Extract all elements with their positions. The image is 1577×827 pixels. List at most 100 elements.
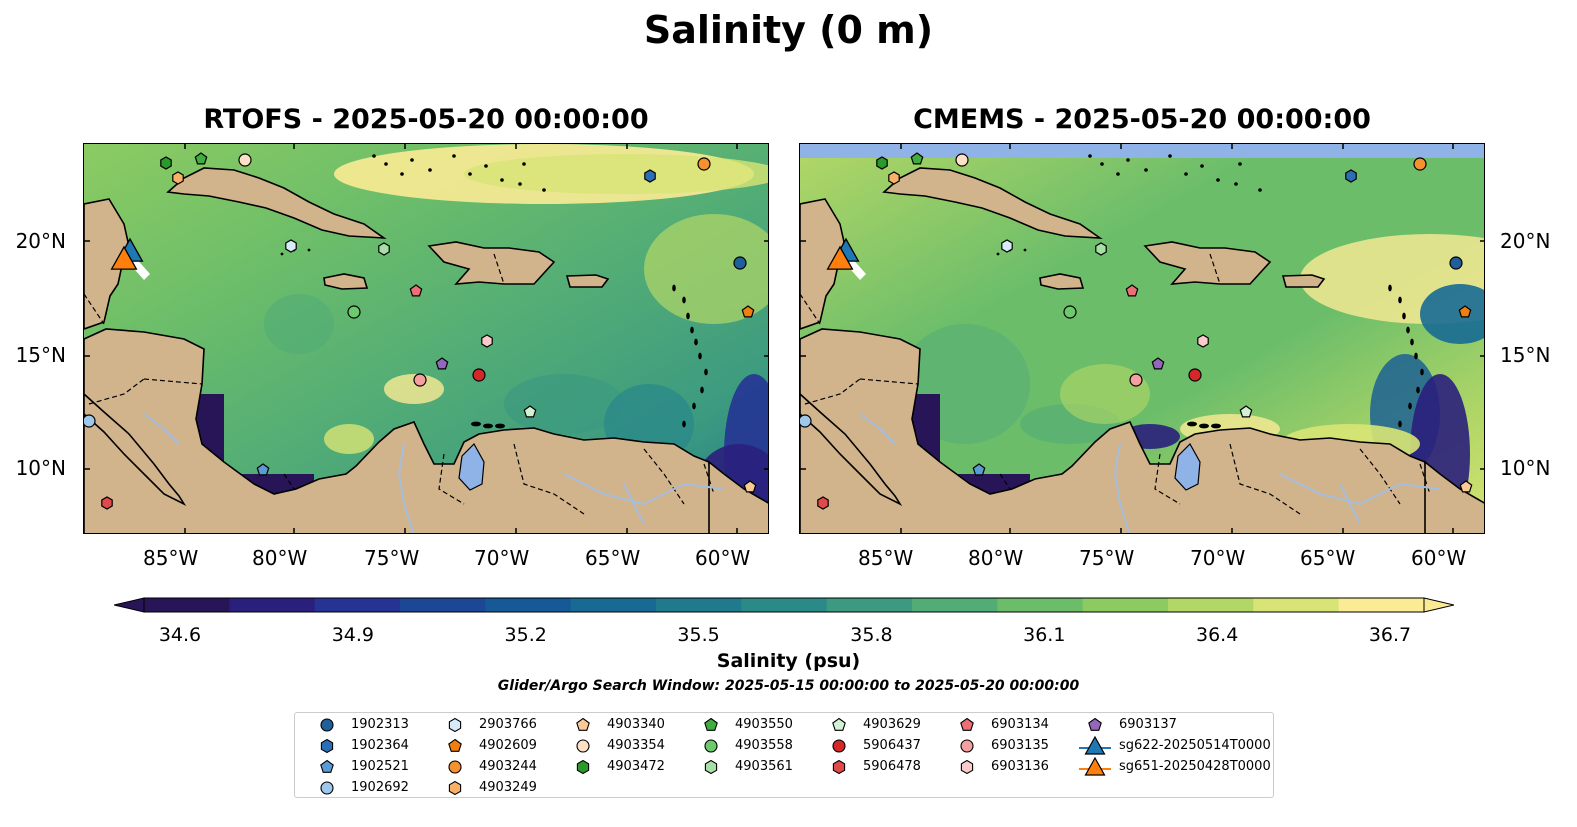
lat-label-left-20: 20°N	[15, 229, 66, 253]
legend-marker-icon	[704, 739, 718, 753]
legend-marker-icon	[448, 780, 462, 796]
float-4903249-marker[interactable]	[172, 171, 184, 185]
lon-label-left-85: 85°W	[143, 546, 199, 570]
float-4903244-marker[interactable]	[697, 157, 711, 171]
float-5906437-marker[interactable]	[472, 368, 486, 382]
colorbar-label: Salinity (psu)	[716, 650, 861, 672]
lon-label-right-80: 80°W	[968, 546, 1024, 570]
legend-marker-icon	[1079, 757, 1111, 776]
legend-marker-icon	[832, 739, 846, 753]
lon-label-left-65: 65°W	[585, 546, 641, 570]
float-1902521-marker[interactable]	[256, 463, 270, 476]
figure-title: Salinity (0 m)	[643, 8, 934, 52]
legend-label: 4903550	[735, 717, 793, 732]
legend-marker-icon	[960, 739, 974, 753]
float-4903629-marker[interactable]	[523, 405, 537, 418]
legend-label: 1902313	[351, 717, 409, 732]
float-5906437-marker[interactable]	[1188, 368, 1202, 382]
glider-sg651-marker[interactable]	[110, 245, 138, 270]
float-6903134-marker[interactable]	[1125, 284, 1139, 297]
lon-label-right-70: 70°W	[1190, 546, 1246, 570]
legend-label: 4903629	[863, 717, 921, 732]
legend-label: sg622-20250514T0000	[1119, 738, 1271, 753]
float-4903340-marker[interactable]	[1459, 480, 1473, 493]
float-6903136-marker[interactable]	[1197, 334, 1209, 348]
legend-label: 4903354	[607, 738, 665, 753]
float-1902521-marker[interactable]	[972, 463, 986, 476]
lon-label-left-80: 80°W	[252, 546, 308, 570]
float-4903472-marker[interactable]	[876, 156, 888, 170]
lon-label-right-85: 85°W	[858, 546, 914, 570]
legend-label: 4903561	[735, 759, 793, 774]
float-4902609-marker[interactable]	[1458, 305, 1472, 318]
float-5906478-marker[interactable]	[101, 496, 113, 510]
colorbar	[114, 597, 1454, 613]
lat-label-left-15: 15°N	[15, 343, 66, 367]
legend-label: 1902692	[351, 780, 409, 795]
legend-label: 5906478	[863, 759, 921, 774]
float-4902609-marker[interactable]	[741, 305, 755, 318]
float-1902692-marker[interactable]	[84, 414, 96, 428]
float-2903766-marker[interactable]	[1001, 239, 1013, 253]
legend-label: 2903766	[479, 717, 537, 732]
legend-label: 4903249	[479, 780, 537, 795]
legend-marker-icon	[320, 781, 334, 795]
lon-label-left-60: 60°W	[695, 546, 751, 570]
float-4903558-marker[interactable]	[1063, 305, 1077, 319]
float-1902313-marker[interactable]	[733, 256, 747, 270]
float-2903766-marker[interactable]	[285, 239, 297, 253]
legend-label: 6903137	[1119, 717, 1177, 732]
panel-title-cmems: CMEMS - 2025-05-20 00:00:00	[913, 104, 1371, 135]
map-rtofs[interactable]	[83, 143, 769, 534]
float-4903354-marker[interactable]	[238, 153, 252, 167]
float-4903561-marker[interactable]	[378, 242, 390, 256]
legend-marker-icon	[320, 738, 334, 754]
float-4903244-marker[interactable]	[1413, 157, 1427, 171]
lat-label-right-10: 10°N	[1500, 456, 1551, 480]
glider-sg651-marker[interactable]	[826, 245, 854, 270]
float-6903137-marker[interactable]	[1151, 357, 1165, 370]
float-5906478-marker[interactable]	[817, 496, 829, 510]
float-1902364-marker[interactable]	[644, 169, 656, 183]
legend-marker-icon	[960, 759, 974, 775]
float-6903136-marker[interactable]	[481, 334, 493, 348]
float-4903561-marker[interactable]	[1095, 242, 1107, 256]
map-cmems-canvas	[800, 144, 1484, 533]
colorbar-tick-label: 35.5	[677, 624, 720, 646]
map-rtofs-canvas	[84, 144, 768, 533]
float-6903135-marker[interactable]	[413, 373, 427, 387]
legend-label: 1902521	[351, 759, 409, 774]
colorbar-tick-label: 36.4	[1195, 624, 1239, 646]
legend-label: 6903134	[991, 717, 1049, 732]
legend-label: 6903135	[991, 738, 1049, 753]
legend-marker-icon	[576, 717, 590, 731]
float-4903354-marker[interactable]	[955, 153, 969, 167]
legend-marker-icon	[448, 760, 462, 774]
float-4903629-marker[interactable]	[1239, 405, 1253, 418]
float-6903135-marker[interactable]	[1129, 373, 1143, 387]
legend-marker-icon	[832, 759, 846, 775]
float-1902364-marker[interactable]	[1345, 169, 1357, 183]
lon-label-right-60: 60°W	[1411, 546, 1467, 570]
float-4903558-marker[interactable]	[347, 305, 361, 319]
float-6903134-marker[interactable]	[409, 284, 423, 297]
float-4903472-marker[interactable]	[160, 156, 172, 170]
legend-marker-icon	[448, 717, 462, 733]
float-4903340-marker[interactable]	[743, 480, 757, 493]
legend-marker-icon	[448, 738, 462, 752]
colorbar-tick-label: 34.6	[158, 624, 202, 646]
legend-marker-icon	[576, 739, 590, 753]
legend-marker-icon	[832, 717, 846, 731]
legend-label: 4902609	[479, 738, 537, 753]
legend-label: 4903340	[607, 717, 665, 732]
search-window-text: Glider/Argo Search Window: 2025-05-15 00…	[497, 678, 1080, 694]
float-4903249-marker[interactable]	[888, 171, 900, 185]
float-1902692-marker[interactable]	[800, 414, 812, 428]
lat-label-right-20: 20°N	[1500, 229, 1551, 253]
float-4903550-marker[interactable]	[910, 152, 924, 165]
float-4903550-marker[interactable]	[194, 152, 208, 165]
map-cmems[interactable]	[799, 143, 1485, 534]
float-6903137-marker[interactable]	[435, 357, 449, 370]
colorbar-tick-label: 36.1	[1023, 624, 1066, 646]
float-1902313-marker[interactable]	[1449, 256, 1463, 270]
